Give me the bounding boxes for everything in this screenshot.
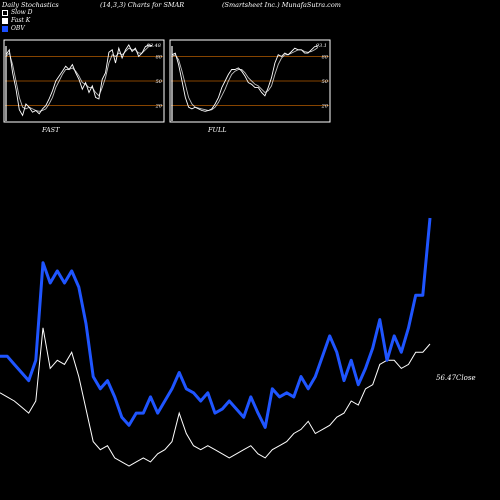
obv-panel [0, 217, 432, 467]
close-line [0, 327, 431, 467]
fast-series-1 [5, 45, 153, 112]
full-series-1 [171, 47, 319, 111]
fast-tick-label: 80 [156, 54, 163, 60]
legend-label: OBV [11, 25, 25, 32]
legend-label: Slow D [11, 9, 33, 16]
obv-line [0, 217, 432, 429]
chart-title-left: Daily Stochastics [2, 1, 59, 9]
fast-last-value: 93.48 [147, 43, 161, 49]
fast-panel: 20 50 80 93.48 [3, 39, 165, 123]
full-tick-label: 20 [321, 104, 329, 110]
fast-tick-label: 50 [156, 79, 163, 85]
fast-tick-label: 20 [155, 104, 163, 110]
legend-item-obv: OBV [2, 25, 25, 32]
legend-swatch [2, 9, 8, 16]
legend-item-slow-d: Slow D [2, 9, 33, 16]
legend-label: Fast K [11, 17, 31, 24]
close-value-label: 56.47Close [436, 374, 476, 382]
full-panel-title: FULL [208, 126, 227, 134]
full-tick-label: 50 [322, 79, 329, 85]
fast-panel-title: FAST [42, 126, 60, 134]
legend-swatch [2, 25, 8, 32]
close-value: 56.47 [436, 374, 457, 382]
close-suffix: Close [456, 374, 476, 382]
full-last-value: 93.1 [316, 43, 327, 49]
legend-item-fast-k: Fast K [2, 17, 30, 24]
chart-title-center: (14,3,3) Charts for SMAR [100, 1, 185, 9]
fast-series-0 [5, 44, 153, 117]
chart-title-right: (Smartsheet Inc.) MunafaSutra.com [222, 1, 341, 9]
legend-swatch [2, 17, 8, 24]
full-panel: 20 50 80 93.1 [169, 39, 331, 123]
full-tick-label: 80 [322, 54, 329, 60]
